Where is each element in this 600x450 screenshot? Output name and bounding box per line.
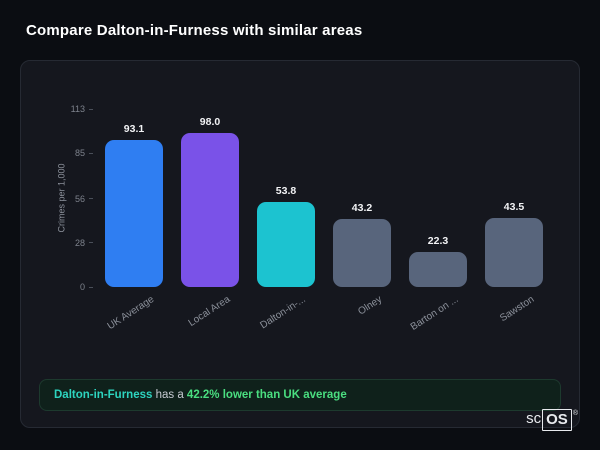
x-tick-label: UK Average bbox=[105, 294, 156, 333]
bar-dalton-in[interactable] bbox=[257, 202, 315, 287]
y-tick-label: 113 bbox=[71, 104, 93, 114]
comparison-note: Dalton-in-Furness has a 42.2% lower than… bbox=[39, 379, 561, 411]
bars-row: 93.1 UK Average 98.0 Local Area 53.8 Dalton-i… bbox=[99, 109, 549, 333]
x-tick-label: Barton on ... bbox=[408, 294, 460, 333]
y-tick-label: 85 bbox=[75, 148, 93, 158]
note-highlight-text: 42.2% lower than UK average bbox=[186, 389, 347, 401]
y-tick-label: 0 bbox=[80, 282, 93, 292]
bar-column-olney: 43.2 Olney bbox=[333, 109, 391, 317]
x-tick-label: Dalton-in-... bbox=[258, 294, 308, 332]
bar-column-local-area: 98.0 Local Area bbox=[181, 109, 239, 329]
bar-value-label: 22.3 bbox=[427, 234, 449, 247]
bar-uk-average[interactable] bbox=[105, 140, 163, 287]
bar-value-label: 93.1 bbox=[123, 123, 145, 136]
bar-column-dalton-in: 53.8 Dalton-in-... bbox=[257, 109, 315, 331]
bar-sawston[interactable] bbox=[485, 218, 543, 287]
chart-panel: Crimes per 1,000 113 85 56 28 0 93.1 UK Avera… bbox=[20, 60, 580, 428]
logo-prefix: sc bbox=[526, 410, 542, 427]
bar-value-label: 98.0 bbox=[199, 115, 221, 128]
x-tick-label: Sawston bbox=[497, 294, 536, 325]
bar-value-label: 53.8 bbox=[275, 185, 297, 198]
plot-area: Crimes per 1,000 113 85 56 28 0 93.1 UK Avera… bbox=[57, 104, 549, 333]
bar-local-area[interactable] bbox=[181, 132, 239, 287]
bar-value-label: 43.2 bbox=[351, 201, 373, 214]
bar-column-uk-average: 93.1 UK Average bbox=[105, 109, 163, 332]
bar-column-barton-on: 22.3 Barton on ... bbox=[408, 109, 467, 333]
logo-boxed-text: OS bbox=[542, 409, 572, 431]
x-tick-label: Olney bbox=[356, 294, 384, 318]
bar-barton-on[interactable] bbox=[409, 251, 467, 287]
note-middle-text: has a bbox=[152, 389, 187, 401]
note-area-name: Dalton-in-Furness bbox=[54, 389, 153, 401]
x-tick-label: Local Area bbox=[186, 294, 232, 329]
page-title: Compare Dalton-in-Furness with similar a… bbox=[26, 22, 363, 39]
bar-value-label: 43.5 bbox=[503, 201, 525, 214]
y-tick-label: 56 bbox=[75, 194, 93, 204]
y-axis: 113 85 56 28 0 bbox=[55, 104, 93, 292]
scos-logo: sc OS ® bbox=[526, 409, 578, 431]
registered-mark-icon: ® bbox=[572, 410, 578, 417]
bar-olney[interactable] bbox=[333, 218, 391, 287]
bar-column-sawston: 43.5 Sawston bbox=[485, 109, 543, 324]
y-tick-label: 28 bbox=[75, 238, 93, 248]
